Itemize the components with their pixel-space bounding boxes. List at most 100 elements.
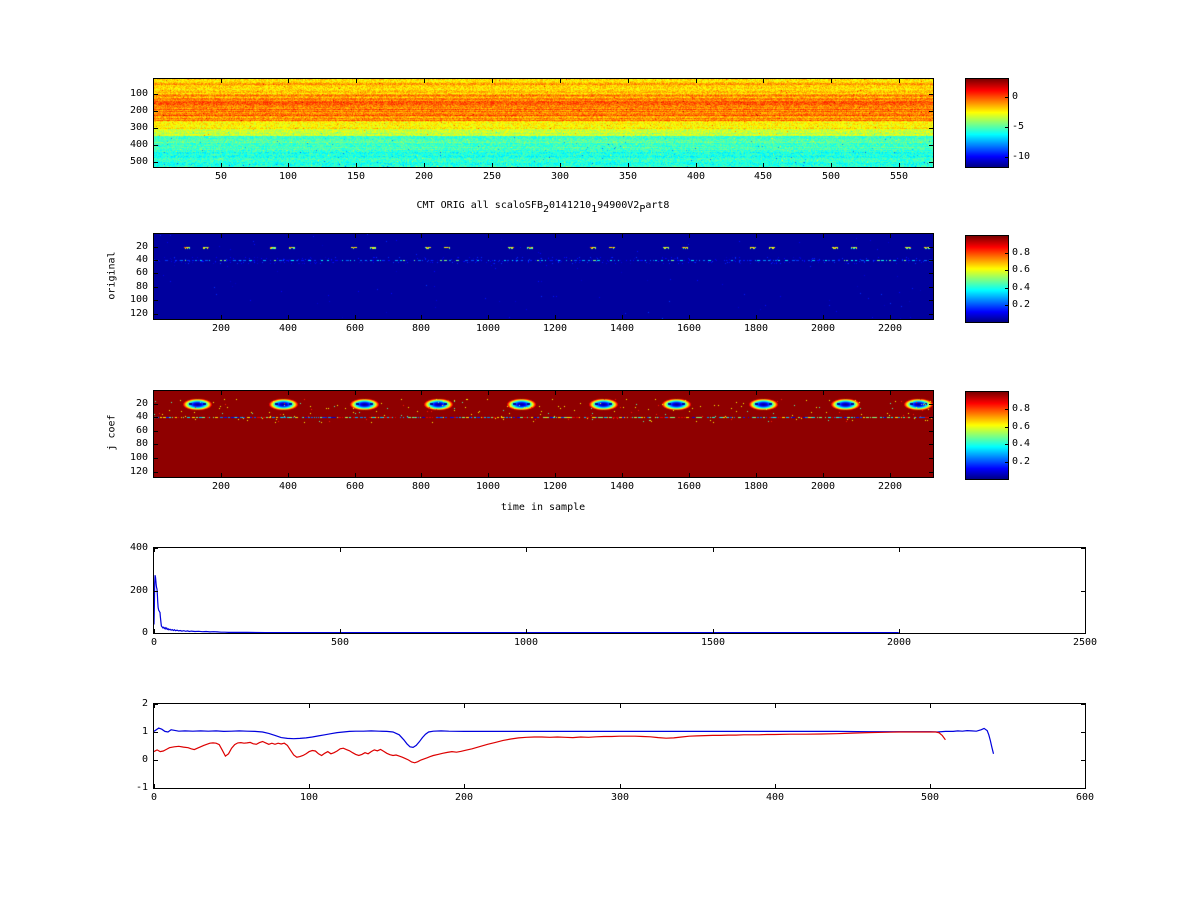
tick-mark [154,404,158,405]
tick-label: 600 [345,481,365,492]
tick-label: 200 [454,792,474,803]
tick-mark [899,79,900,83]
tick-label: 2000 [810,323,836,334]
tick-label: 600 [1075,792,1095,803]
tick-label: 1600 [676,481,702,492]
tick-mark [890,234,891,238]
tick-mark [154,444,158,445]
tick-mark [154,273,158,274]
tick-mark [154,458,158,459]
jcoef-plot: 200 400 600 800 1000 1200 1400 1600 1800 2000 2200… [130,390,934,492]
tick-mark [526,629,527,633]
tick-label: 1000 [475,323,501,334]
tick-mark [689,234,690,238]
tick-label: 1400 [609,323,635,334]
tick-mark [1081,548,1085,549]
tick-label: 400 [129,139,148,150]
tick-mark [929,162,933,163]
tick-mark [756,315,757,319]
tick-mark [464,784,465,788]
jcoef-colorbar-gradient [966,392,1008,479]
tick-label: 200 [211,323,231,334]
tick-mark [221,163,222,167]
tick-mark [831,79,832,83]
tick-label: 1000 [475,481,501,492]
tick-mark [1005,157,1008,158]
tick-label: 300 [550,171,570,182]
tick-label: 500 [129,156,148,167]
tick-label: 2000 [810,481,836,492]
tick-label: 1 [141,726,148,737]
tick-mark [154,760,158,761]
tick-mark [628,79,629,83]
tick-mark [1005,127,1008,128]
tick-label: 1600 [676,323,702,334]
tick-mark [1005,253,1008,254]
colorbar-tick-label: 0.6 [1012,264,1031,275]
tick-label: 20 [135,398,148,409]
tick-label: 300 [129,122,148,133]
tick-mark [356,163,357,167]
tick-mark [288,473,289,477]
tick-mark [1085,784,1086,788]
title-subscript: 2 [542,204,549,215]
tick-mark [929,472,933,473]
tick-mark [929,404,933,405]
tick-mark [929,417,933,418]
tick-mark [899,629,900,633]
tick-label: 80 [135,281,148,292]
tick-label: 450 [753,171,773,182]
tick-mark [622,234,623,238]
tick-mark [622,473,623,477]
tick-mark [890,473,891,477]
tick-mark [355,234,356,238]
tick-mark [1005,97,1008,98]
tick-mark [1081,704,1085,705]
tick-mark [899,548,900,552]
tick-mark [154,629,155,633]
tick-mark [555,473,556,477]
tick-label: 40 [135,411,148,422]
tick-mark [929,431,933,432]
tick-mark [356,79,357,83]
tick-label: 120 [129,466,148,477]
tick-mark [424,163,425,167]
colorbar-tick-label: 0.2 [1012,299,1031,310]
tick-mark [488,315,489,319]
tick-label: 50 [214,171,228,182]
tick-label: 1800 [743,481,769,492]
tick-label: 20 [135,241,148,252]
tick-mark [288,79,289,83]
tick-mark [492,163,493,167]
tick-mark [899,163,900,167]
title-text: art8 [645,200,670,211]
tick-label: 400 [278,323,298,334]
tick-mark [355,391,356,395]
tick-mark [560,163,561,167]
colorbar-tick-label: -10 [1012,151,1031,162]
tick-label: -1 [135,782,148,793]
time-in-sample-xlabel: time in sample [500,502,586,513]
tick-mark [464,704,465,708]
blue-series-line [154,575,899,633]
tick-mark [930,704,931,708]
tick-label: 400 [129,542,148,553]
tick-label: 500 [920,792,940,803]
tick-label: 400 [686,171,706,182]
tick-mark [309,704,310,708]
tick-mark [154,300,158,301]
tick-label: 800 [411,481,431,492]
tick-mark [929,94,933,95]
tick-label: 2000 [886,637,912,648]
tick-mark [929,128,933,129]
tick-mark [421,391,422,395]
tick-mark [622,391,623,395]
tick-mark [421,473,422,477]
tick-mark [1081,788,1085,789]
tick-mark [696,79,697,83]
tick-mark [1005,462,1008,463]
tick-mark [929,247,933,248]
tick-mark [763,79,764,83]
scalogram-heatmap [154,79,933,167]
